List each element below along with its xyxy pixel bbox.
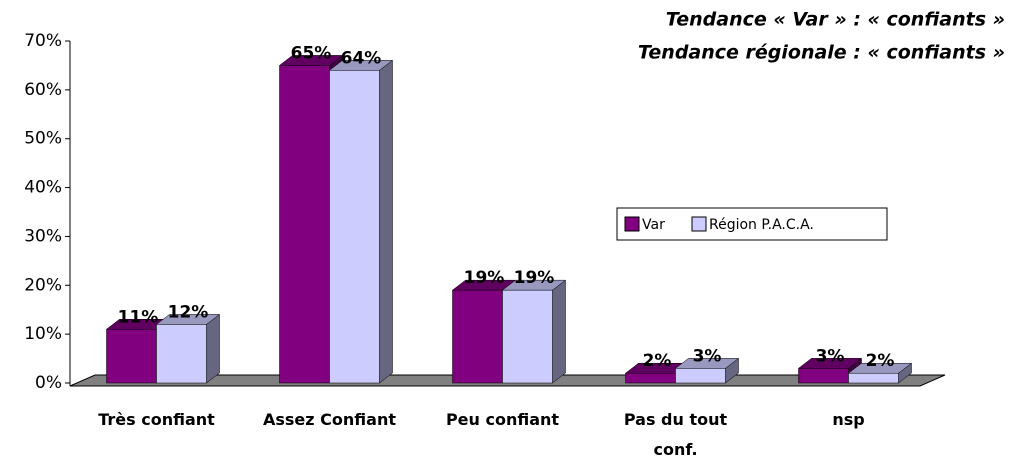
bar [501,279,567,384]
bar-front [329,70,380,384]
bar-front [848,372,899,384]
x-tick-label: Pas du tout conf. [623,410,728,459]
bar [155,313,221,384]
bar-front [502,289,553,384]
annotation: Tendance régionale : « confiants » [638,42,1005,64]
value-label: 12% [168,302,209,322]
y-tick-label: 40% [24,178,62,198]
x-tick-label: nsp [832,410,865,429]
x-tick-label: Peu confiant [445,410,560,429]
bar [674,357,740,384]
y-tick-label: 20% [24,275,62,295]
legend [616,207,888,241]
y-tick-label: 0% [35,373,62,393]
legend-label: Région P.A.C.A. [709,217,814,233]
bar [328,59,394,384]
value-label: 3% [816,346,845,366]
y-tick-label: 60% [24,80,62,100]
y-tick-label: 30% [24,226,62,246]
annotation: Tendance « Var » : « confiants » [666,9,1005,31]
legend-label: Var [642,217,665,233]
y-tick-label: 10% [24,324,62,344]
bar-side [206,313,220,384]
bar-front [798,368,849,384]
bar [797,357,863,384]
bar-front [156,324,207,384]
value-label: 19% [514,268,555,288]
y-tick-label: 70% [24,31,62,51]
value-label: 19% [464,268,505,288]
value-label: 64% [341,48,382,68]
value-label: 65% [291,43,332,63]
bar-front [452,289,503,384]
bar-side [552,279,566,384]
legend-swatch [691,216,707,232]
value-label: 2% [866,351,895,371]
bar-front [625,372,676,384]
x-tick-label: Assez Confiant [263,410,396,429]
bar [847,362,913,384]
value-label: 2% [643,351,672,371]
bar-front [675,368,726,384]
bar-front [279,65,330,384]
x-tick-label: Très confiant [98,410,215,429]
value-label: 11% [118,307,159,327]
bar-front [106,329,157,384]
value-label: 3% [693,346,722,366]
bar-side [379,59,393,384]
legend-swatch [624,216,640,232]
y-tick-label: 50% [24,129,62,149]
